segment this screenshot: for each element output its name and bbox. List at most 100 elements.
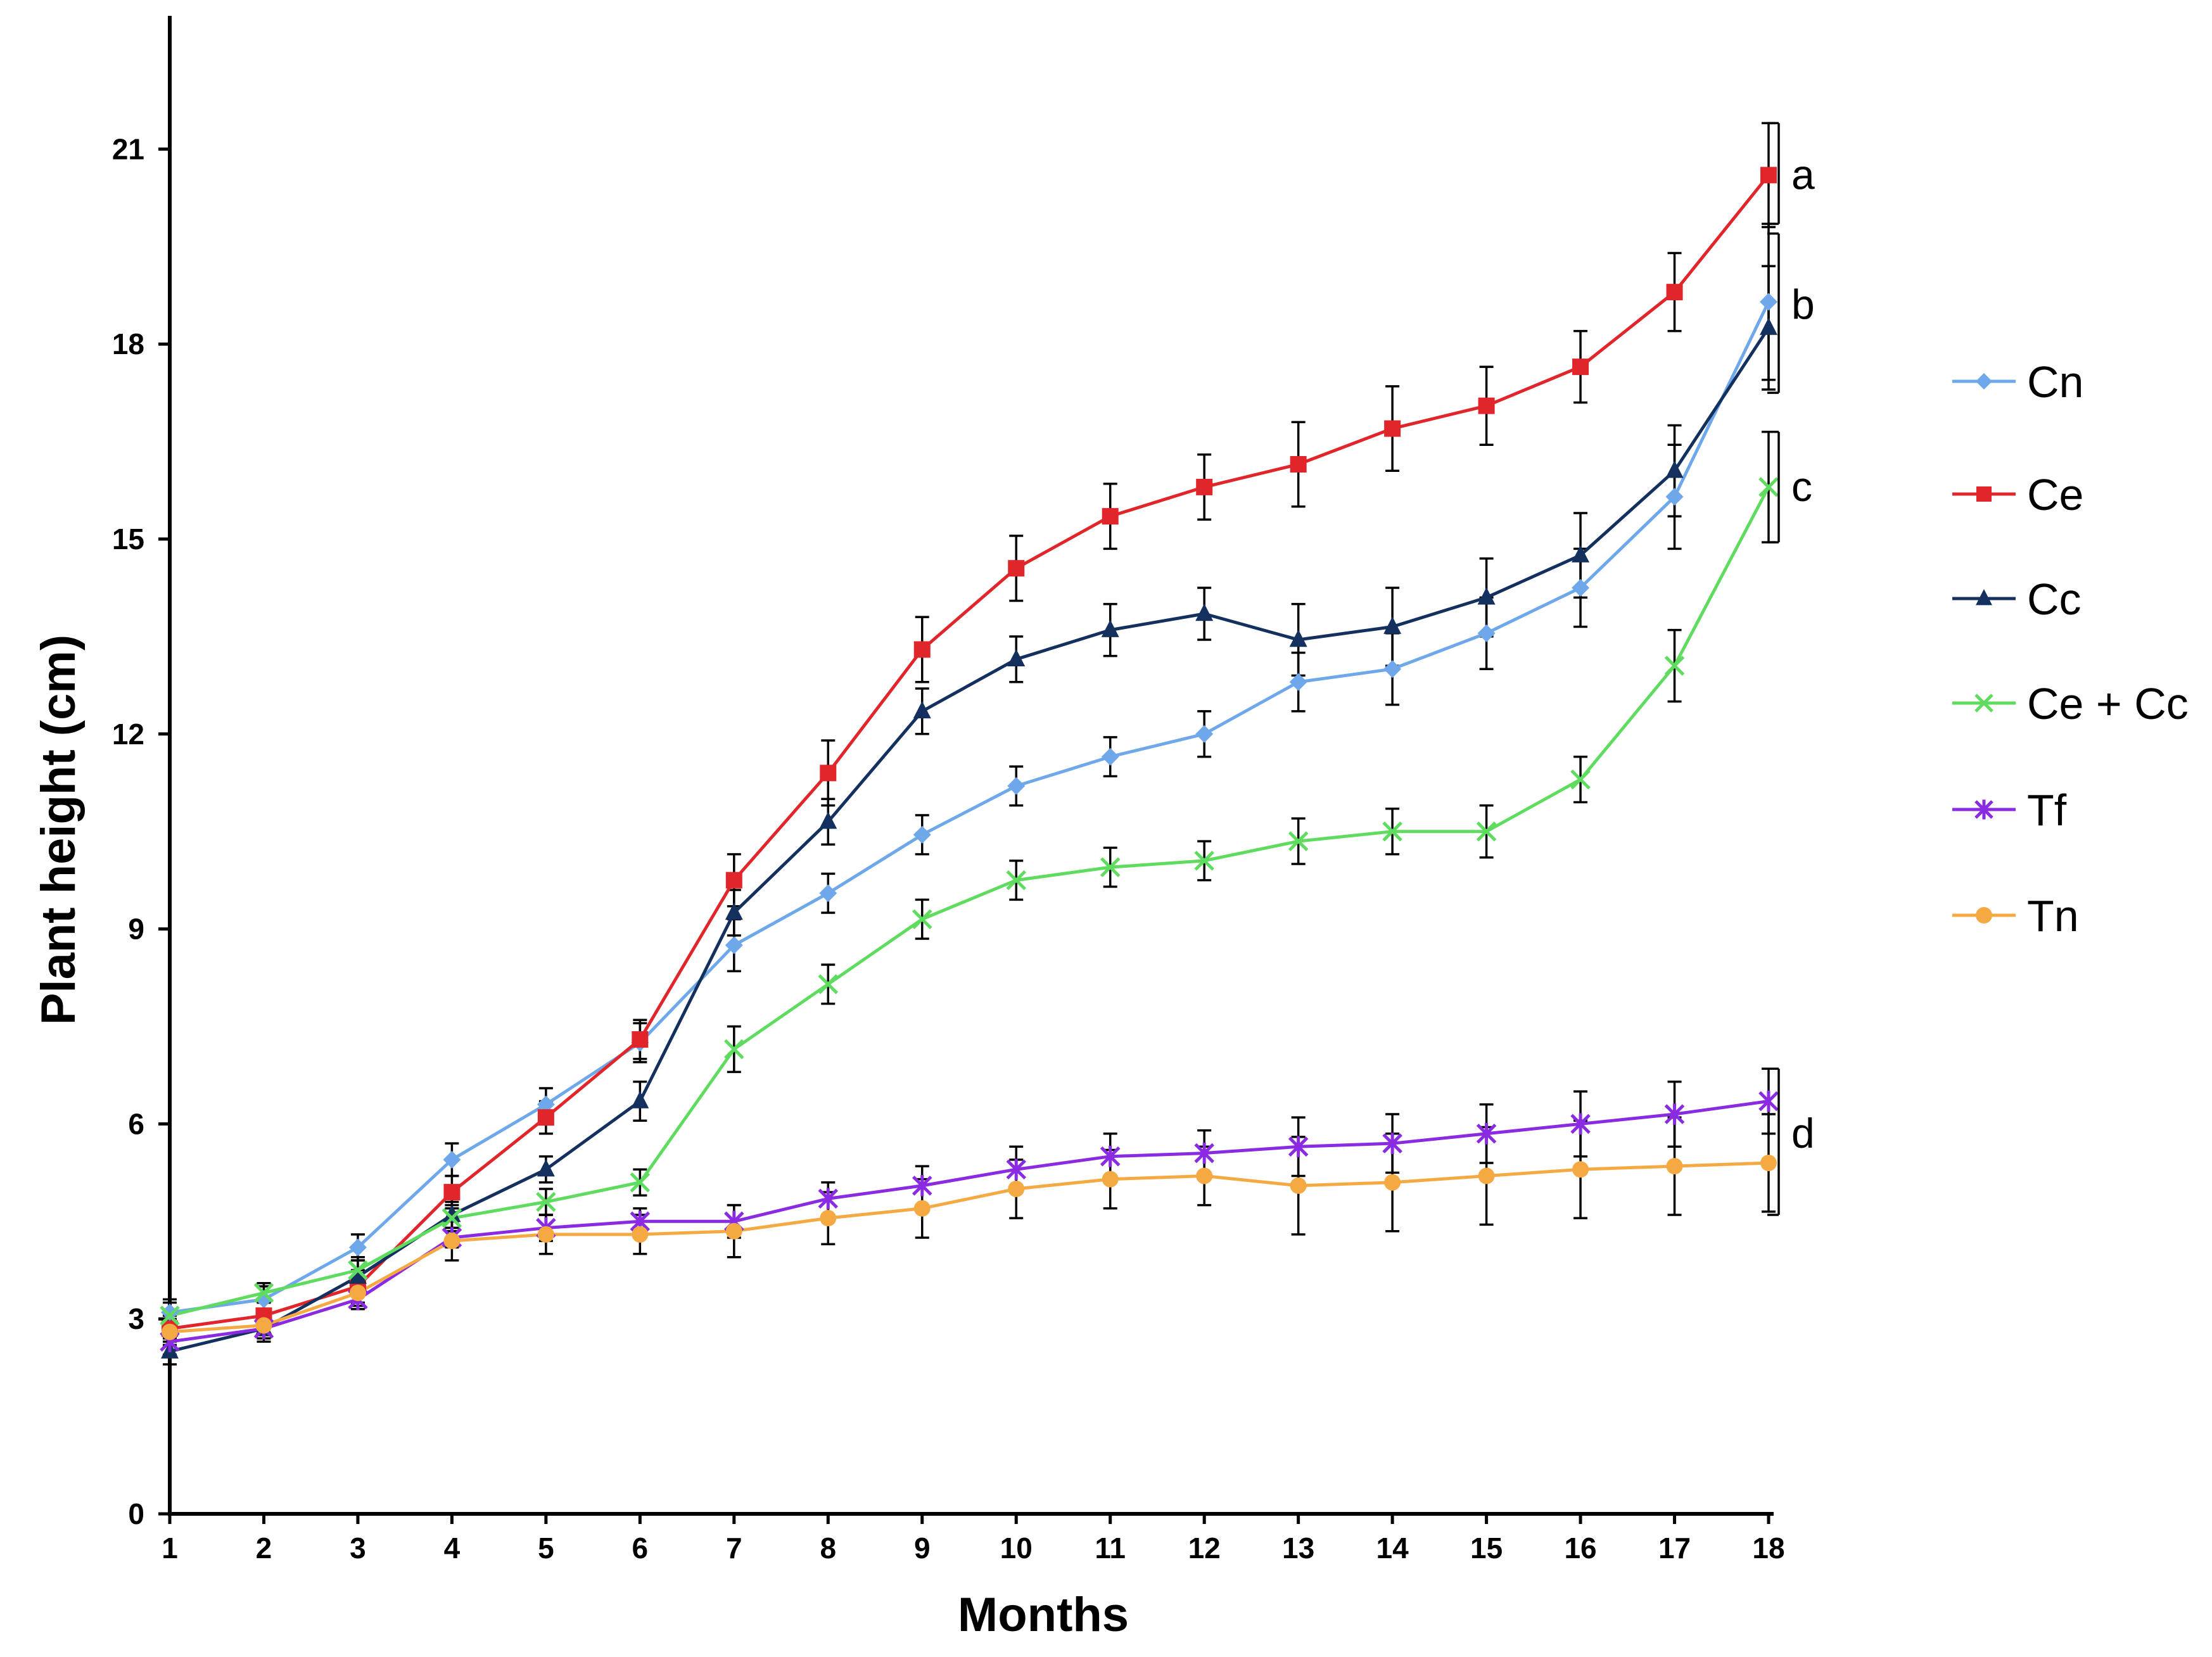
series-line-tf xyxy=(169,1100,1769,1343)
data-point xyxy=(1382,1133,1402,1154)
y-axis-title: Plant height (cm) xyxy=(32,635,86,1025)
x-tick-label: 4 xyxy=(444,1532,461,1565)
data-point xyxy=(1666,1158,1683,1175)
data-point xyxy=(1572,359,1589,376)
x-tick-label: 10 xyxy=(1000,1532,1033,1565)
x-ticks: 1 2 3 4 5 6 7 8 9 10 11 12 13 14 15 16 17 18 xyxy=(162,1514,1785,1565)
data-point xyxy=(630,1172,651,1193)
data-point xyxy=(1196,478,1213,495)
data-point xyxy=(1383,616,1402,634)
data-point xyxy=(1974,694,1993,713)
data-point xyxy=(1666,284,1683,301)
data-point xyxy=(1476,1122,1497,1145)
legend: Cn Ce Cc Ce + Cc Tf Tn xyxy=(1952,357,2189,941)
data-point xyxy=(1100,1145,1121,1167)
data-point xyxy=(1289,629,1307,647)
data-point xyxy=(1384,1174,1401,1191)
legend-item: Cc xyxy=(1952,575,2082,624)
y-tick-label: 12 xyxy=(112,718,144,751)
x-tick-label: 18 xyxy=(1752,1532,1784,1565)
data-point xyxy=(1102,508,1119,525)
x-tick-label: 2 xyxy=(256,1532,272,1565)
series-markers-cc xyxy=(161,317,1777,1359)
data-point xyxy=(818,974,839,994)
data-point xyxy=(160,1305,180,1326)
data-point xyxy=(1570,1113,1591,1135)
x-tick-label: 8 xyxy=(820,1532,836,1565)
legend-item: Ce xyxy=(1952,470,2083,519)
data-point xyxy=(162,1323,178,1340)
data-point xyxy=(819,884,837,903)
x-tick-label: 12 xyxy=(1188,1532,1221,1565)
data-point xyxy=(1194,851,1214,871)
y-tick-label: 6 xyxy=(128,1107,144,1140)
data-point xyxy=(725,872,742,889)
data-point xyxy=(1974,799,1993,820)
y-tick-label: 21 xyxy=(112,132,144,165)
x-tick-label: 3 xyxy=(350,1532,366,1565)
data-point xyxy=(1760,293,1777,311)
data-point xyxy=(912,909,932,929)
data-point xyxy=(1194,1142,1214,1164)
y-tick-label: 0 xyxy=(128,1497,144,1530)
data-point xyxy=(1100,857,1121,877)
data-point xyxy=(1976,589,1992,606)
x-axis-title: Months xyxy=(958,1588,1129,1642)
data-point xyxy=(348,1266,367,1284)
data-point xyxy=(443,1204,461,1222)
series-line-ce-cc xyxy=(169,486,1770,1317)
y-tick-label: 15 xyxy=(112,523,144,556)
data-point xyxy=(1976,373,1992,390)
group-letter: b xyxy=(1791,281,1815,328)
data-point xyxy=(820,765,837,782)
data-point xyxy=(913,1200,931,1217)
data-point xyxy=(1664,1103,1685,1125)
data-point xyxy=(1195,603,1214,621)
data-point xyxy=(1007,777,1026,795)
data-point xyxy=(253,1283,274,1303)
data-point xyxy=(913,641,931,658)
legend-item: Tf xyxy=(1952,785,2067,835)
x-tick-label: 5 xyxy=(538,1532,554,1565)
data-point xyxy=(349,1285,366,1302)
legend-label: Ce + Cc xyxy=(2027,679,2189,728)
data-point xyxy=(1572,1161,1589,1178)
data-point xyxy=(1007,649,1026,667)
data-point xyxy=(1664,656,1685,676)
data-point xyxy=(1476,821,1497,842)
x-tick-label: 14 xyxy=(1376,1532,1409,1565)
data-point xyxy=(1478,397,1495,414)
data-point xyxy=(1196,1167,1213,1184)
series-markers-tn xyxy=(162,1154,1777,1340)
data-point xyxy=(255,1290,273,1309)
data-point xyxy=(819,811,837,829)
data-point xyxy=(1006,1159,1027,1181)
data-point xyxy=(1101,619,1119,637)
data-point xyxy=(1008,560,1025,577)
data-point xyxy=(725,902,743,920)
data-point xyxy=(537,1095,555,1114)
data-point xyxy=(820,1210,837,1227)
x-tick-label: 13 xyxy=(1282,1532,1314,1565)
data-point xyxy=(255,1317,272,1334)
significance-bracket xyxy=(1767,430,1780,543)
data-point xyxy=(537,1109,554,1126)
significance-bracket xyxy=(1767,122,1780,225)
data-point xyxy=(1290,1177,1307,1194)
x-tick-label: 6 xyxy=(632,1532,649,1565)
data-point xyxy=(1006,870,1027,891)
data-point xyxy=(724,1039,744,1060)
data-point xyxy=(1758,1090,1779,1112)
data-point xyxy=(1760,167,1777,184)
data-point xyxy=(1758,477,1779,497)
x-tick-label: 16 xyxy=(1564,1532,1596,1565)
group-letters: a b c d xyxy=(1791,151,1815,1156)
data-point xyxy=(1478,1167,1495,1184)
series-line-cn xyxy=(169,301,1770,1314)
data-point xyxy=(443,1233,461,1250)
y-ticks: 0 3 6 9 12 15 18 21 xyxy=(112,132,170,1530)
series-markers-cn xyxy=(161,293,1777,1321)
series-markers-ce-cc xyxy=(160,477,1779,1326)
data-point xyxy=(632,1031,649,1048)
